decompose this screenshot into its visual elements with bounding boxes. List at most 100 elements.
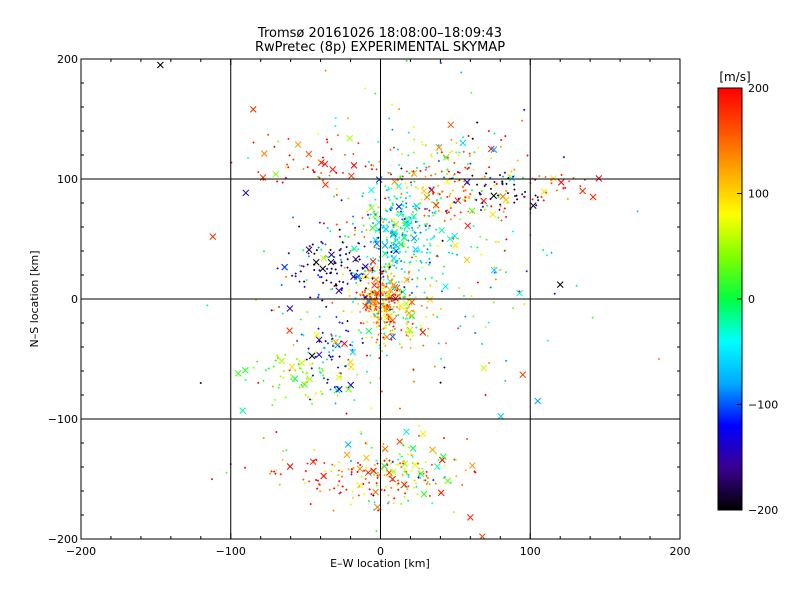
data-point [429, 187, 432, 190]
data-point [497, 196, 500, 199]
data-point-cross [381, 242, 389, 249]
data-point [368, 481, 371, 484]
data-point [389, 260, 392, 263]
data-point [411, 455, 414, 458]
data-point [489, 157, 492, 160]
data-point [451, 201, 454, 204]
data-point [311, 374, 314, 377]
data-point [370, 315, 373, 318]
data-point [389, 320, 392, 323]
data-point [467, 166, 470, 169]
data-point [323, 347, 326, 350]
data-point [440, 290, 443, 293]
data-point [512, 175, 515, 178]
data-point [362, 482, 365, 485]
data-point-cross [556, 281, 564, 288]
data-point [401, 442, 404, 445]
data-point [439, 308, 442, 311]
data-point [459, 325, 462, 328]
data-point [320, 371, 323, 374]
data-point [365, 466, 368, 469]
data-point [476, 281, 479, 284]
data-point [434, 210, 437, 213]
data-point [287, 252, 290, 255]
data-point [320, 390, 323, 393]
y-tick-label: 100 [57, 173, 78, 186]
x-tick-label: 200 [670, 545, 691, 558]
data-point [458, 151, 461, 154]
data-point [424, 229, 427, 232]
data-point [373, 464, 376, 467]
data-point [383, 312, 386, 315]
data-point [329, 388, 332, 391]
data-point [388, 207, 391, 210]
data-point [339, 247, 342, 250]
data-point [427, 227, 430, 230]
data-point [513, 183, 516, 186]
data-point [303, 285, 306, 288]
data-point-cross [480, 364, 488, 372]
data-point [333, 487, 336, 490]
data-point [302, 249, 305, 252]
data-point [347, 197, 350, 200]
data-point [555, 189, 558, 192]
data-point [370, 289, 373, 292]
data-point [443, 366, 446, 369]
data-point [318, 340, 321, 343]
data-point [408, 446, 411, 449]
data-point [428, 214, 431, 217]
data-point [546, 339, 549, 342]
data-point [322, 281, 325, 284]
data-point [537, 199, 540, 202]
data-point [320, 276, 323, 279]
data-point [321, 242, 324, 245]
data-point [447, 170, 450, 173]
data-point-cross [369, 258, 377, 265]
data-point [436, 149, 439, 152]
data-point [484, 325, 487, 328]
data-point [407, 321, 410, 324]
data-point [376, 300, 379, 303]
data-point [243, 466, 246, 469]
data-point [398, 453, 401, 456]
data-point [370, 164, 373, 167]
data-point [510, 170, 513, 173]
data-point [310, 403, 313, 406]
data-point-cross [444, 477, 452, 485]
data-point [338, 280, 341, 283]
data-point [399, 462, 402, 465]
data-point [487, 321, 490, 324]
data-point [384, 197, 387, 200]
data-point [393, 264, 396, 267]
data-point [389, 209, 392, 212]
data-point [396, 262, 399, 265]
data-point [322, 156, 325, 159]
data-point-cross [405, 327, 413, 335]
data-point [356, 284, 359, 287]
data-point [406, 488, 409, 491]
data-point [348, 251, 351, 254]
data-point [405, 202, 408, 205]
data-point [381, 304, 384, 307]
data-point [364, 477, 367, 480]
data-point [361, 341, 364, 344]
data-point [338, 321, 341, 324]
data-point [481, 201, 484, 204]
data-point [369, 240, 372, 243]
data-point [409, 346, 412, 349]
data-point [449, 481, 452, 484]
data-point [414, 255, 417, 258]
data-point [498, 208, 501, 211]
data-point [405, 317, 408, 320]
data-point [309, 296, 312, 299]
data-point-cross [399, 288, 407, 296]
data-point [385, 295, 388, 298]
data-point [397, 280, 400, 283]
data-point [338, 235, 341, 238]
data-point [322, 377, 325, 380]
data-point [449, 204, 452, 207]
data-point-cross [352, 255, 360, 263]
data-point [307, 255, 310, 258]
data-point-cross [382, 314, 390, 322]
data-point [457, 237, 460, 240]
